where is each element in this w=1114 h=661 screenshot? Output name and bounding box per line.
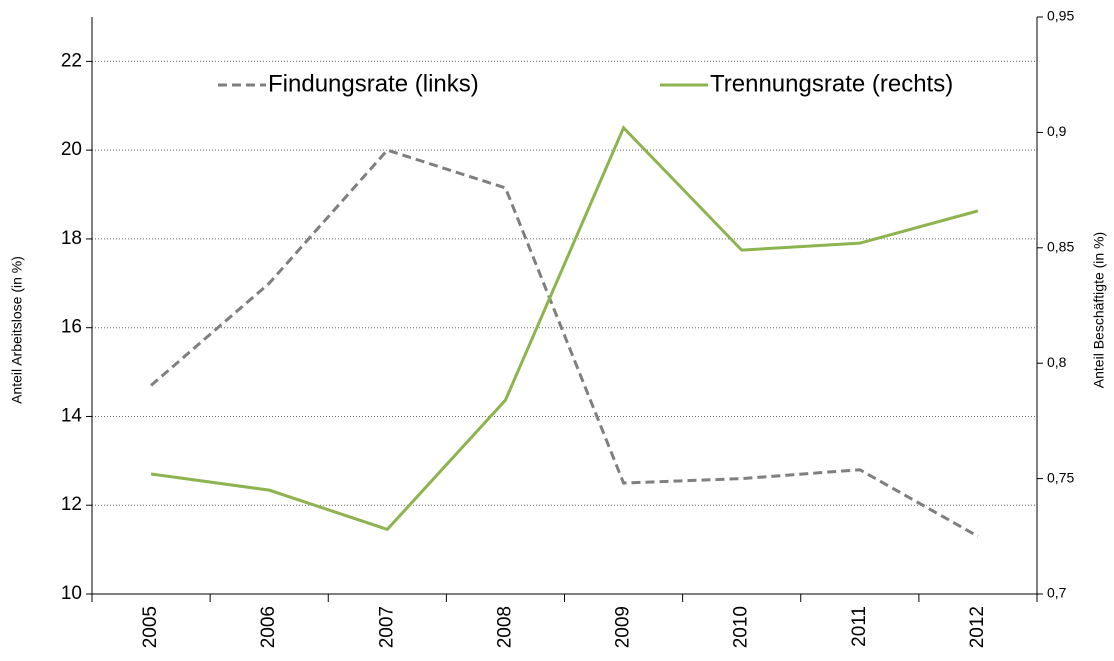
y2-tick-label: 0,95	[1047, 8, 1074, 24]
y-tick-label: 12	[61, 494, 82, 515]
legend-label: Findungsrate (links)	[268, 70, 479, 97]
x-tick-label: 2009	[613, 606, 634, 648]
y-axis-title: Anteil Arbeitslose (in %)	[9, 256, 25, 404]
x-tick-label: 2011	[849, 606, 870, 647]
y2-tick-label: 0,85	[1047, 239, 1074, 255]
y-tick-label: 16	[61, 317, 82, 338]
y-tick-label: 10	[61, 583, 82, 604]
y2-tick-label: 0,9	[1047, 123, 1067, 139]
y-tick-label: 20	[61, 139, 82, 160]
legend-label: Trennungsrate (rechts)	[710, 70, 953, 97]
x-tick-label: 2012	[967, 606, 988, 648]
y2-tick-label: 0,8	[1047, 354, 1067, 370]
x-tick-label: 2008	[494, 606, 515, 648]
x-tick-label: 2006	[258, 606, 279, 648]
line-series	[150, 125, 979, 532]
line-series	[150, 148, 979, 538]
y2-axis-title: Anteil Beschäftigte (in %)	[1091, 232, 1107, 388]
y2-tick-label: 0,75	[1047, 469, 1074, 485]
x-tick-label: 2010	[731, 606, 752, 648]
y-tick-label: 22	[61, 50, 82, 71]
y-tick-label: 14	[61, 405, 83, 426]
x-tick-label: 2007	[376, 606, 397, 648]
x-tick-label: 2005	[140, 606, 161, 648]
y-tick-label: 18	[61, 228, 82, 249]
y2-tick-label: 0,7	[1047, 585, 1067, 601]
